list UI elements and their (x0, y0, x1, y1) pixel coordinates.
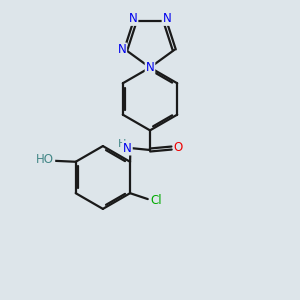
Text: N: N (163, 12, 171, 25)
Text: Cl: Cl (151, 194, 162, 207)
Text: N: N (129, 12, 137, 25)
Text: N: N (146, 61, 154, 74)
Text: N: N (117, 44, 126, 56)
Text: H: H (118, 139, 127, 149)
Text: N: N (123, 142, 132, 154)
Text: HO: HO (36, 153, 54, 166)
Text: O: O (174, 141, 183, 154)
